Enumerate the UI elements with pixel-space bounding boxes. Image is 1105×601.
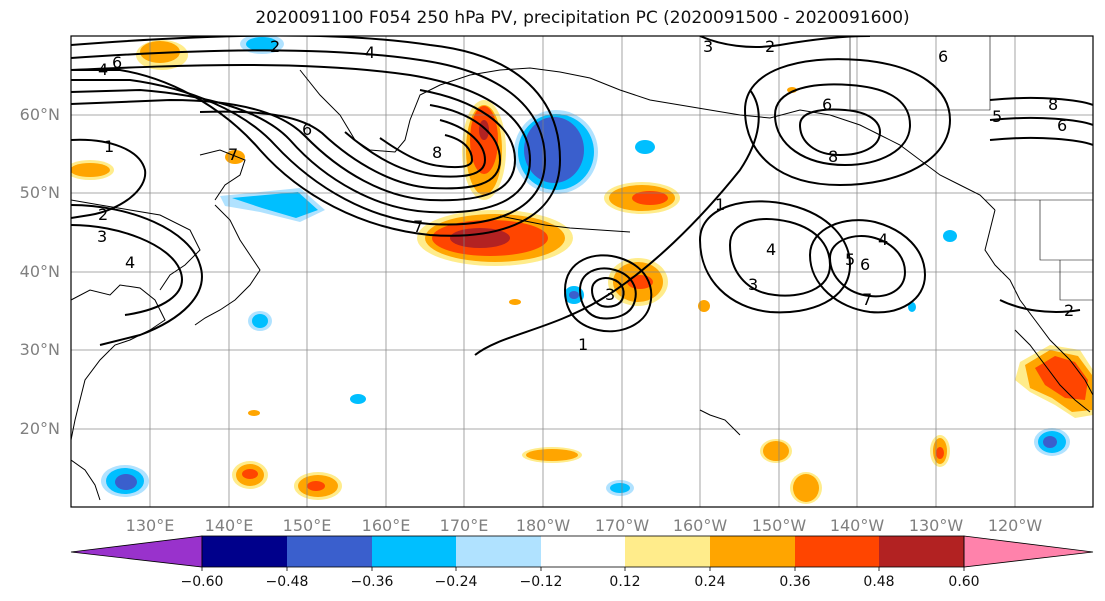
- colorbar-tick-label: 0.36: [779, 574, 811, 590]
- map-title: 2020091100 F054 250 hPa PV, precipitatio…: [255, 8, 910, 28]
- contour-label: 2: [765, 37, 775, 56]
- colorbar-extend-min: [70, 535, 203, 568]
- contour-label: 6: [1057, 116, 1067, 135]
- contour-label: 8: [1048, 95, 1058, 114]
- contour-label: 6: [860, 255, 870, 274]
- colorbar-tick-label: 0.24: [694, 574, 726, 590]
- colorbar-extend-max: [963, 535, 1094, 568]
- colorbar-tick-label: −0.48: [265, 574, 309, 590]
- colorbar-segment: [879, 536, 964, 567]
- colorbar-tick-label: −0.36: [350, 574, 394, 590]
- lon-label: 140°E: [204, 516, 254, 535]
- lat-label: 20°N: [19, 419, 60, 438]
- contour-label: 7: [228, 145, 238, 164]
- pv-contours: [71, 36, 1093, 356]
- colorbar-segment: [795, 536, 879, 567]
- lat-label: 60°N: [19, 105, 60, 124]
- lon-label: 160°W: [672, 516, 728, 535]
- lon-label: 150°E: [282, 516, 332, 535]
- lon-label: 150°W: [751, 516, 807, 535]
- lat-label: 50°N: [19, 183, 60, 202]
- lat-label: 40°N: [19, 262, 60, 281]
- precip-shading: [71, 36, 1093, 504]
- contour-label: 1: [578, 335, 588, 354]
- lon-label: 160°E: [361, 516, 411, 535]
- contour-label: 2: [270, 37, 280, 56]
- contour-label: 3: [748, 275, 758, 294]
- lon-label: 130°E: [125, 516, 175, 535]
- contour-labels: 6 4 2 1 3 8 7 4 3 2 6 6 8 8 5 6 1 4 3 4 …: [97, 37, 1074, 354]
- colorbar-segment: [710, 536, 795, 567]
- colorbar-tick-label: −0.12: [519, 574, 563, 590]
- colorbar-tick-label: 0.60: [948, 574, 980, 590]
- map-frame: [70, 35, 1094, 508]
- contour-label: 2: [1064, 301, 1074, 320]
- contour-label: 3: [605, 285, 615, 304]
- lon-label: 170°E: [439, 516, 489, 535]
- coastlines: [71, 67, 1093, 501]
- colorbar-segment: [202, 536, 287, 567]
- contour-label: 1: [104, 137, 114, 156]
- contour-label: 4: [98, 60, 108, 79]
- colorbar-segment: [625, 536, 710, 567]
- political-borders: [849, 36, 1093, 301]
- contour-label: 8: [432, 143, 442, 162]
- lon-label: 130°W: [908, 516, 964, 535]
- contour-label: 4: [125, 253, 135, 272]
- lon-label: 180°W: [515, 516, 571, 535]
- colorbar-tick-label: −0.60: [180, 574, 224, 590]
- colorbar-tick-label: 0.12: [609, 574, 641, 590]
- colorbar-segment: [541, 536, 625, 567]
- lon-label: 140°W: [829, 516, 885, 535]
- contour-label: 6: [938, 47, 948, 66]
- contour-label: 8: [828, 147, 838, 166]
- contour-label: 5: [845, 250, 855, 269]
- lon-label: 120°W: [987, 516, 1043, 535]
- contour-label: 4: [766, 240, 776, 259]
- colorbar-tick-label: −0.24: [434, 574, 478, 590]
- contour-label: 6: [822, 95, 832, 114]
- contour-label: 7: [862, 290, 872, 309]
- colorbar-segment: [456, 536, 541, 567]
- contour-label: 5: [992, 107, 1002, 126]
- contour-label: 6: [112, 53, 122, 72]
- contour-label: 2: [98, 205, 108, 224]
- contour-label: 6: [302, 120, 312, 139]
- contour-label: 4: [365, 43, 375, 62]
- contour-label: 1: [715, 195, 725, 214]
- graticule: [71, 36, 1093, 507]
- contour-label: 3: [97, 227, 107, 246]
- colorbar-segment: [287, 536, 372, 567]
- map-content: 6 4 2 1 3 8 7 4 3 2 6 6 8 8 5 6 1 4 3 4 …: [71, 36, 1093, 507]
- colorbar: [70, 535, 1094, 571]
- colorbar-outline: [201, 535, 965, 568]
- contour-label: 3: [703, 37, 713, 56]
- contour-label: 7: [413, 217, 423, 236]
- lat-label: 30°N: [19, 340, 60, 359]
- lon-label: 170°W: [594, 516, 650, 535]
- colorbar-tick-label: 0.48: [863, 574, 895, 590]
- contour-label: 4: [878, 230, 888, 249]
- colorbar-segment: [372, 536, 456, 567]
